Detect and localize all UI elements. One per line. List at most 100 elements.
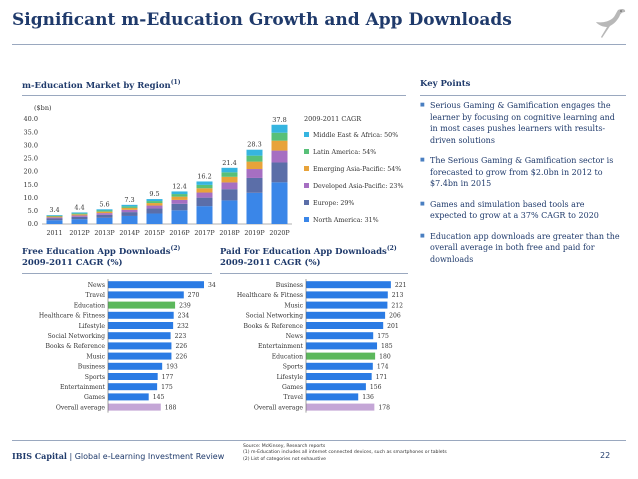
y-tick-label: 40.0 xyxy=(24,115,38,123)
bar-segment xyxy=(196,206,213,224)
category-label: Sports xyxy=(283,364,303,371)
legend-label: Latin America: 54% xyxy=(313,149,376,156)
bar-total-label: 37.8 xyxy=(272,116,286,124)
bar-segment xyxy=(221,182,238,190)
value-bar xyxy=(108,291,184,299)
bar-total-label: 7.3 xyxy=(124,196,134,204)
category-label: News xyxy=(88,282,105,289)
bar-segment xyxy=(146,205,163,209)
title-divider xyxy=(12,44,626,45)
bar-segment xyxy=(46,218,63,221)
bar-segment xyxy=(221,200,238,224)
value-label: 212 xyxy=(391,302,403,309)
x-tick-label: 2018P xyxy=(219,230,240,237)
bar-total-label: 16.2 xyxy=(197,172,211,180)
key-point-item: Games and simulation based tools are exp… xyxy=(420,199,620,222)
legend-swatch xyxy=(304,200,309,205)
bar-segment xyxy=(71,216,88,220)
market-chart: ($bn) 0.0 5.0 10.0 15.0 20.0 25.0 30.0 35.0 40.0 3… xyxy=(24,104,404,237)
category-label: Games xyxy=(282,384,303,391)
value-bar xyxy=(306,352,376,360)
bar-segment xyxy=(221,176,238,183)
legend-label: Developed Asia-Pacific: 23% xyxy=(313,183,403,190)
value-label: 175 xyxy=(161,384,173,391)
category-label: Lifestyle xyxy=(277,374,304,381)
value-label: 221 xyxy=(395,282,407,289)
key-points-list: Serious Gaming & Gamification engages th… xyxy=(420,100,620,274)
value-label: 171 xyxy=(376,374,388,381)
bar-segment xyxy=(171,196,188,200)
bar-segment xyxy=(196,188,213,193)
bar-segment xyxy=(121,207,138,210)
category-label: Travel xyxy=(85,292,105,299)
category-label: Social Networking xyxy=(48,333,105,340)
value-bar xyxy=(108,403,161,411)
y-tick-label: 25.0 xyxy=(24,155,38,163)
value-label: 180 xyxy=(379,353,391,360)
value-label: 136 xyxy=(362,394,374,401)
bar-segment xyxy=(221,189,238,201)
value-bar xyxy=(306,403,375,411)
source-notes: Source: McKinsey, Research reports (1) m… xyxy=(243,444,447,463)
x-tick-label: 2017P xyxy=(194,230,215,237)
value-bar xyxy=(306,301,388,309)
value-bar xyxy=(108,311,174,319)
bar-segment xyxy=(121,215,138,224)
bar-segment xyxy=(96,209,113,211)
bar-segment xyxy=(71,214,88,216)
bar-segment xyxy=(146,203,163,206)
value-label: 206 xyxy=(389,313,401,320)
bar-segment xyxy=(46,215,63,216)
key-points-rule xyxy=(420,95,626,96)
bar-segment xyxy=(96,211,113,214)
category-label: Entertainment xyxy=(258,343,304,350)
category-label: Games xyxy=(84,394,105,401)
value-bar xyxy=(108,362,163,370)
bar-segment xyxy=(146,199,163,202)
legend-swatch xyxy=(304,217,309,222)
category-label: Business xyxy=(276,282,303,289)
bar-segment xyxy=(246,161,263,170)
bar-segment xyxy=(46,220,63,224)
bar-segment xyxy=(221,167,238,173)
bar-total-label: 12.4 xyxy=(172,182,186,190)
bar-segment xyxy=(196,181,213,185)
bar-segment xyxy=(96,210,113,212)
value-bar xyxy=(306,393,359,401)
category-label: Business xyxy=(78,364,105,371)
bar-segment xyxy=(171,210,188,224)
value-bar xyxy=(108,342,172,350)
legend-swatch xyxy=(304,166,309,171)
category-label: Music xyxy=(284,302,303,309)
footer-rule xyxy=(12,440,626,441)
bar-segment xyxy=(246,192,263,224)
bar-segment xyxy=(121,209,138,213)
free-apps-chart: News 342 Travel 270 Education 239 Healthcare &… xyxy=(39,279,216,413)
bar-segment xyxy=(96,213,113,215)
x-tick-label: 2013P xyxy=(94,230,115,237)
y-tick-label: 30.0 xyxy=(24,141,38,149)
bar-segment xyxy=(121,204,138,207)
key-points-title: Key Points xyxy=(420,79,471,89)
y-tick-label: 0.0 xyxy=(28,220,38,228)
bar-segment xyxy=(246,149,263,156)
y-axis-unit-label: ($bn) xyxy=(34,104,52,112)
bar-segment xyxy=(71,213,88,215)
bar-segment xyxy=(221,172,238,177)
bar-segment xyxy=(46,215,63,217)
legend-swatch xyxy=(304,149,309,154)
bar-segment xyxy=(96,217,113,224)
page-number: 22 xyxy=(600,451,611,460)
value-label: 174 xyxy=(377,364,389,371)
x-tick-label: 2016P xyxy=(169,230,190,237)
value-label: 185 xyxy=(381,343,393,350)
y-tick-label: 15.0 xyxy=(24,181,38,189)
bar-segment xyxy=(46,217,63,219)
bar-total-label: 28.3 xyxy=(247,141,261,149)
value-bar xyxy=(108,393,149,401)
bar-segment xyxy=(146,201,163,204)
value-label: 226 xyxy=(175,343,187,350)
bar-segment xyxy=(171,191,188,195)
value-bar xyxy=(306,342,378,350)
bar-segment xyxy=(96,214,113,218)
